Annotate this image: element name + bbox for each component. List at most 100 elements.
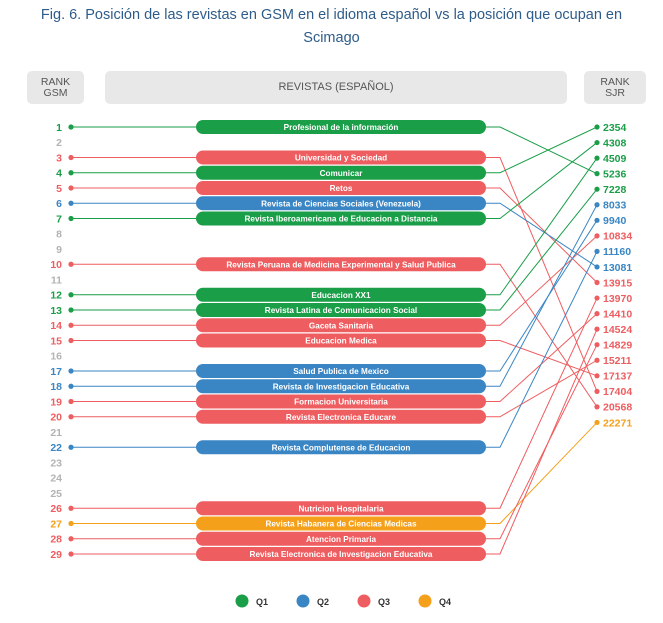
sjr-rank-dot — [594, 264, 600, 270]
sjr-rank-label: 10834 — [603, 231, 632, 243]
journal-name: Profesional de la información — [284, 123, 399, 132]
right-connector-22 — [486, 251, 598, 448]
sjr-rank-label: 15211 — [603, 355, 632, 367]
right-connector-28 — [486, 344, 598, 540]
journal-name: Revista Electronica Educare — [286, 413, 397, 422]
right-connector-1 — [486, 126, 598, 175]
journal-pill: Revista Electronica Educare — [196, 409, 486, 424]
gsm-rank-label: 10 — [50, 259, 62, 271]
journals-header: REVISTAS (ESPAÑOL) — [105, 71, 567, 104]
journal-pill-background — [196, 196, 486, 211]
rank-sjr-header-line1: RANK — [600, 75, 630, 88]
journal-name: Universidad y Sociedad — [295, 154, 387, 163]
right-connector-10 — [486, 263, 598, 408]
gsm-rank-dot — [68, 292, 74, 298]
gsm-rank-label: 9 — [56, 244, 62, 256]
journal-pill-background — [196, 150, 486, 165]
gsm-rank-label: 23 — [50, 457, 62, 469]
sjr-rank-dot — [594, 419, 600, 426]
sjr-rank-dot — [594, 171, 600, 177]
gsm-rank-dot — [68, 307, 74, 313]
sjr-rank-dot — [594, 295, 600, 301]
legend-label: Q1 — [256, 597, 268, 607]
gsm-rank-label: 3 — [56, 152, 62, 164]
sjr-rank-dot — [594, 373, 600, 379]
sjr-rank-dot — [594, 404, 600, 410]
journal-pill: Nutricion Hospitalaria — [196, 501, 486, 516]
journal-pill: Profesional de la información — [196, 120, 486, 134]
rank-sjr-header: RANK SJR — [584, 71, 646, 104]
gsm-rank-dot — [68, 215, 74, 222]
gsm-rank-label: 28 — [50, 534, 62, 546]
journal-pill-background — [196, 211, 486, 226]
journal-pill: Revista Electronica de Investigacion Edu… — [196, 547, 486, 561]
gsm-rank-label: 2 — [56, 137, 62, 149]
sjr-rank-label: 7228 — [603, 184, 627, 196]
journal-pill-background — [196, 333, 486, 348]
gsm-rank-dot — [68, 170, 74, 176]
journal-pill-background — [196, 257, 486, 272]
gsm-rank-dot — [68, 505, 74, 511]
gsm-rank-dot — [68, 520, 74, 527]
sjr-rank-label: 13915 — [603, 277, 632, 289]
right-connector-27 — [486, 422, 598, 524]
journal-pill: Universidad y Sociedad — [196, 150, 486, 165]
gsm-rank-dot — [68, 124, 74, 130]
journal-pill-background — [196, 318, 486, 333]
right-connector-26 — [486, 297, 598, 509]
right-connector-18 — [486, 204, 598, 387]
sjr-rank-dot — [594, 124, 600, 130]
legend-label: Q2 — [317, 597, 329, 607]
gsm-rank-label: 22 — [50, 442, 62, 454]
right-connector-6 — [486, 202, 598, 268]
gsm-rank-label: 4 — [56, 168, 62, 180]
gsm-rank-dot — [68, 536, 74, 542]
gsm-rank-label: 11 — [51, 274, 62, 286]
figure-caption: Fig. 6. Posición de las revistas en GSM … — [0, 4, 663, 50]
gsm-rank-label: 24 — [50, 473, 62, 485]
journal-pill-background — [196, 379, 486, 394]
sjr-rank-dot — [594, 217, 600, 223]
rank-gsm-header-line2: GSM — [43, 86, 68, 99]
journal-name: Revista Peruana de Medicina Experimental… — [226, 260, 456, 269]
legend-marker-q1 — [235, 594, 249, 608]
journal-name: Educacion Medica — [305, 337, 377, 346]
gsm-rank-dot — [68, 398, 74, 405]
gsm-rank-label: 7 — [56, 213, 62, 225]
journal-name: Nutricion Hospitalaria — [298, 504, 384, 513]
journal-name: Gaceta Sanitaria — [309, 321, 374, 330]
sjr-rank-dot — [594, 248, 600, 254]
journal-pill-background — [196, 303, 486, 317]
journal-pill: Revista Iberoamericana de Educacion a Di… — [196, 211, 486, 226]
sjr-rank-label: 2354 — [603, 122, 627, 134]
legend-label: Q4 — [439, 597, 451, 607]
journal-pill-background — [196, 181, 486, 195]
sjr-rank-label: 22271 — [603, 417, 632, 429]
rank-gsm-header-line1: RANK — [40, 75, 71, 88]
sjr-rank-label: 17404 — [603, 386, 632, 398]
right-connector-17 — [486, 220, 598, 372]
right-connector-7 — [486, 142, 598, 219]
right-connector-15 — [486, 340, 598, 377]
journal-name: Revista Habanera de Ciencias Medicas — [265, 520, 417, 529]
journal-pill: Gaceta Sanitaria — [196, 318, 486, 333]
sjr-rank-dot — [594, 139, 600, 146]
journal-pill: Comunicar — [196, 165, 486, 180]
sjr-rank-label: 4509 — [603, 153, 627, 165]
gsm-rank-dot — [68, 337, 74, 344]
journal-name: Revista de Investigacion Educativa — [273, 382, 410, 391]
sjr-rank-dot — [594, 186, 600, 192]
sjr-rank-label: 20568 — [603, 402, 632, 414]
right-connector-19 — [486, 313, 598, 402]
gsm-rank-label: 29 — [50, 549, 62, 561]
right-connector-4 — [486, 126, 598, 174]
journal-name: Revista Electronica de Investigacion Edu… — [250, 550, 433, 559]
gsm-rank-label: 18 — [50, 381, 62, 393]
gsm-rank-column: 1234567891011121314151617181920212223242… — [50, 122, 74, 561]
rank-sjr-header-line2: SJR — [605, 86, 625, 99]
journal-name: Revista Iberoamericana de Educacion a Di… — [245, 215, 438, 224]
sjr-rank-label: 11160 — [603, 246, 631, 258]
journal-pill-background — [196, 440, 486, 455]
journal-pill: Educacion Medica — [196, 333, 486, 348]
journal-pill-background — [196, 531, 486, 546]
